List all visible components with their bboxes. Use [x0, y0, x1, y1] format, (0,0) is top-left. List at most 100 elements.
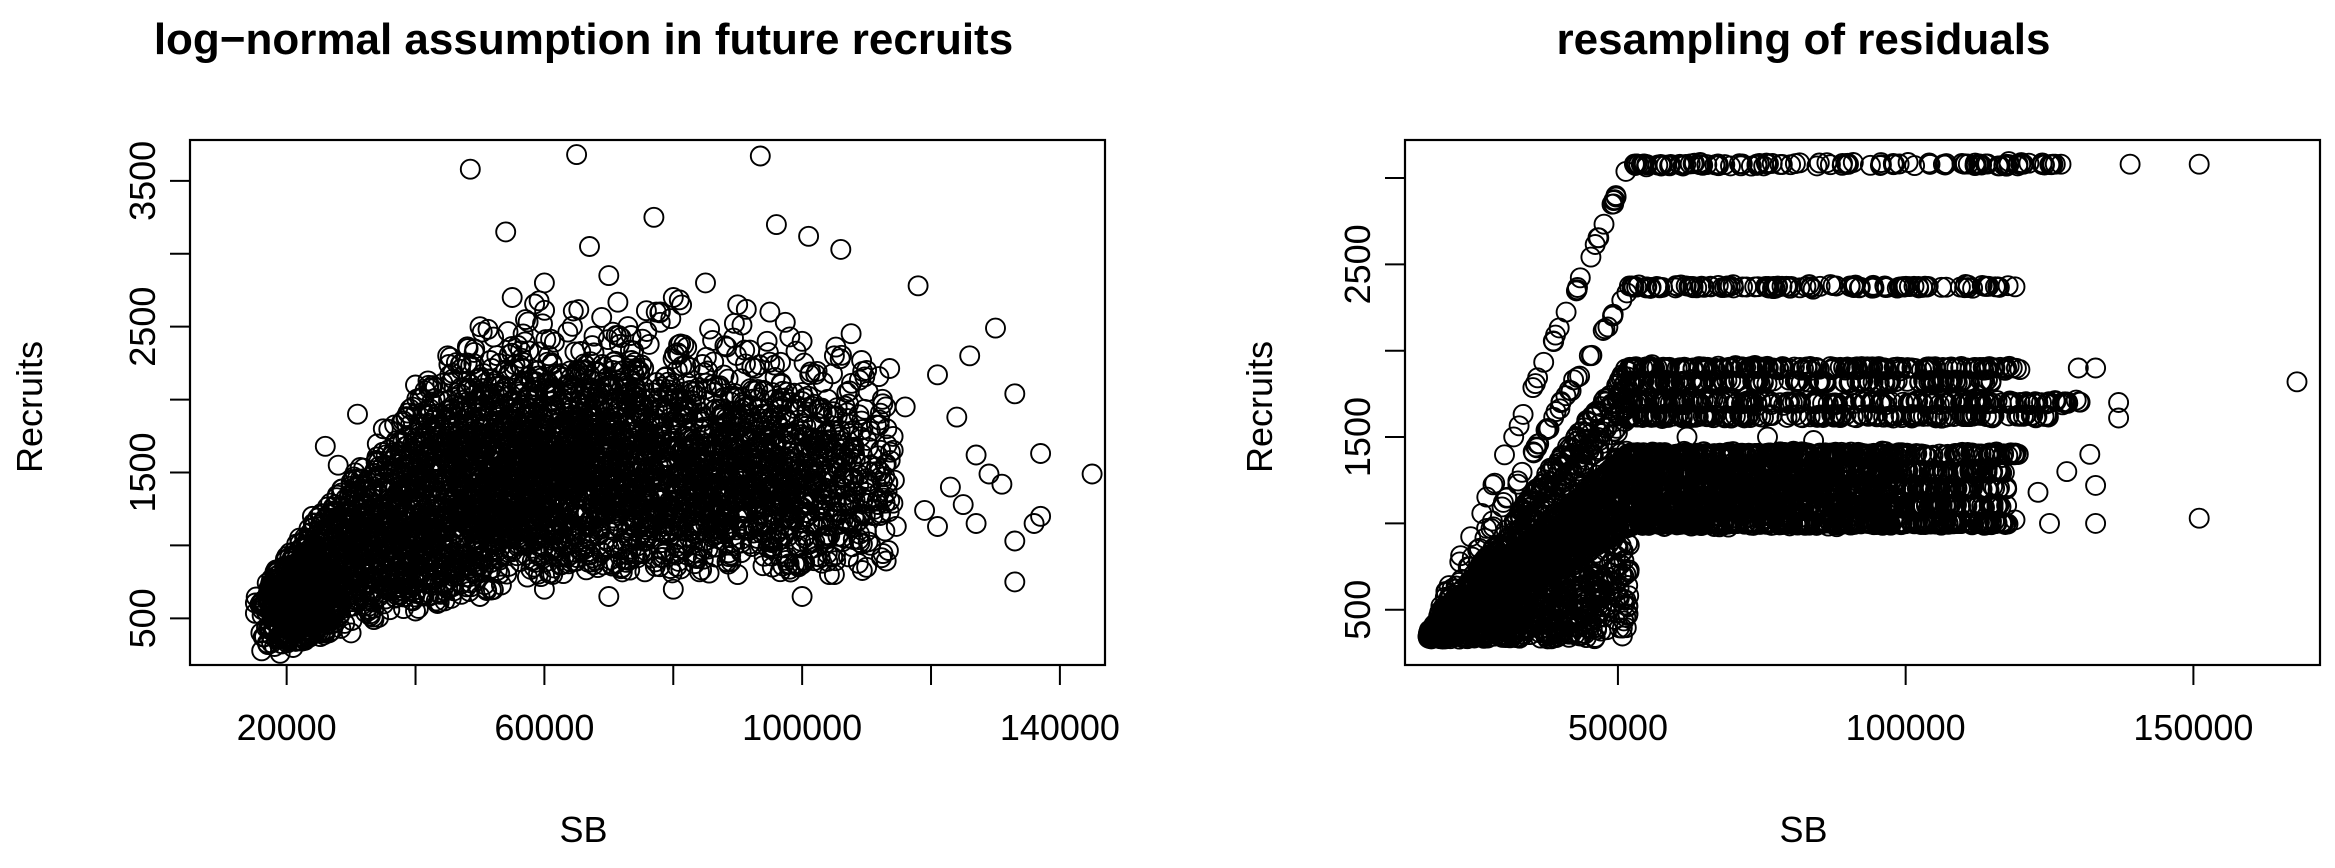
data-point [408, 520, 430, 542]
data-point [1761, 152, 1783, 174]
data-point [1618, 275, 1640, 297]
x-tick-label: 60000 [494, 707, 594, 748]
data-point [875, 396, 897, 418]
data-point [688, 495, 709, 517]
data-point [676, 438, 698, 460]
data-point [376, 575, 398, 597]
data-point [486, 560, 508, 581]
data-point [464, 384, 486, 406]
left-x-axis-label: SB [559, 809, 608, 850]
data-point [1522, 377, 1544, 399]
data-point [488, 547, 509, 569]
data-point [1503, 426, 1525, 448]
data-point [978, 463, 1000, 485]
data-point [650, 398, 672, 420]
data-point [882, 492, 904, 514]
data-point [736, 518, 758, 539]
data-point [416, 557, 438, 579]
data-point [349, 468, 371, 490]
data-point [1935, 276, 1957, 298]
data-point [791, 330, 813, 352]
data-point [582, 433, 604, 455]
data-point [683, 409, 705, 431]
data-point [1908, 277, 1930, 299]
data-point [879, 441, 901, 463]
data-point [1789, 277, 1811, 299]
data-point [701, 479, 723, 501]
data-point [1471, 502, 1493, 524]
data-point [1626, 153, 1647, 175]
data-point [767, 391, 789, 413]
data-point [456, 352, 478, 374]
plot-frame [188, 138, 1107, 667]
data-point [770, 351, 791, 373]
data-point [375, 511, 397, 533]
data-point [1580, 345, 1602, 367]
data-point [468, 460, 490, 482]
data-point [865, 414, 887, 436]
data-point [857, 531, 879, 553]
data-point [1543, 331, 1565, 353]
y-tick-label: 500 [122, 588, 163, 648]
data-point [1004, 530, 1026, 552]
data-point [392, 481, 414, 503]
data-point [872, 393, 894, 415]
data-point [1953, 153, 1975, 175]
data-point [869, 505, 891, 526]
data-point [682, 381, 704, 403]
data-point [642, 467, 664, 489]
data-point [727, 447, 749, 469]
data-point [354, 503, 376, 525]
data-point [838, 413, 860, 435]
data-point [1030, 443, 1052, 464]
data-point [743, 419, 765, 440]
data-point [1597, 316, 1619, 338]
data-point [493, 497, 515, 519]
data-point [301, 505, 323, 527]
data-point [609, 484, 631, 506]
data-point [495, 221, 517, 243]
data-point [450, 505, 472, 527]
data-point [533, 272, 555, 294]
data-point [409, 562, 431, 584]
data-point [894, 396, 916, 418]
data-point [435, 483, 457, 505]
data-point [467, 553, 489, 575]
data-point [425, 572, 447, 594]
data-point [427, 581, 449, 603]
data-point [1755, 276, 1777, 298]
data-point [877, 540, 899, 561]
data-point [567, 507, 589, 529]
data-point [1746, 154, 1768, 176]
data-point [306, 617, 328, 639]
data-point [468, 518, 490, 540]
x-tick-label: 20000 [237, 707, 337, 748]
data-point [420, 428, 442, 450]
data-point [302, 517, 324, 539]
data-point [1931, 276, 1952, 298]
data-point [616, 519, 637, 541]
data-point [1888, 153, 1910, 175]
data-point [714, 335, 736, 357]
data-point [395, 427, 417, 449]
data-point [678, 456, 700, 478]
data-point [501, 342, 523, 364]
data-point [251, 604, 273, 626]
data-point [691, 539, 713, 561]
data-point [398, 574, 420, 596]
data-point [777, 448, 798, 470]
data-point [581, 422, 603, 444]
data-point [501, 287, 523, 308]
data-point [432, 372, 454, 394]
data-point [318, 622, 340, 644]
data-point [746, 478, 768, 500]
data-point [300, 595, 322, 617]
data-point [289, 527, 310, 549]
data-point [699, 318, 721, 340]
data-point [718, 546, 740, 568]
data-point [442, 526, 464, 548]
data-point [557, 396, 579, 418]
data-point [856, 359, 878, 381]
data-point [1565, 280, 1587, 302]
